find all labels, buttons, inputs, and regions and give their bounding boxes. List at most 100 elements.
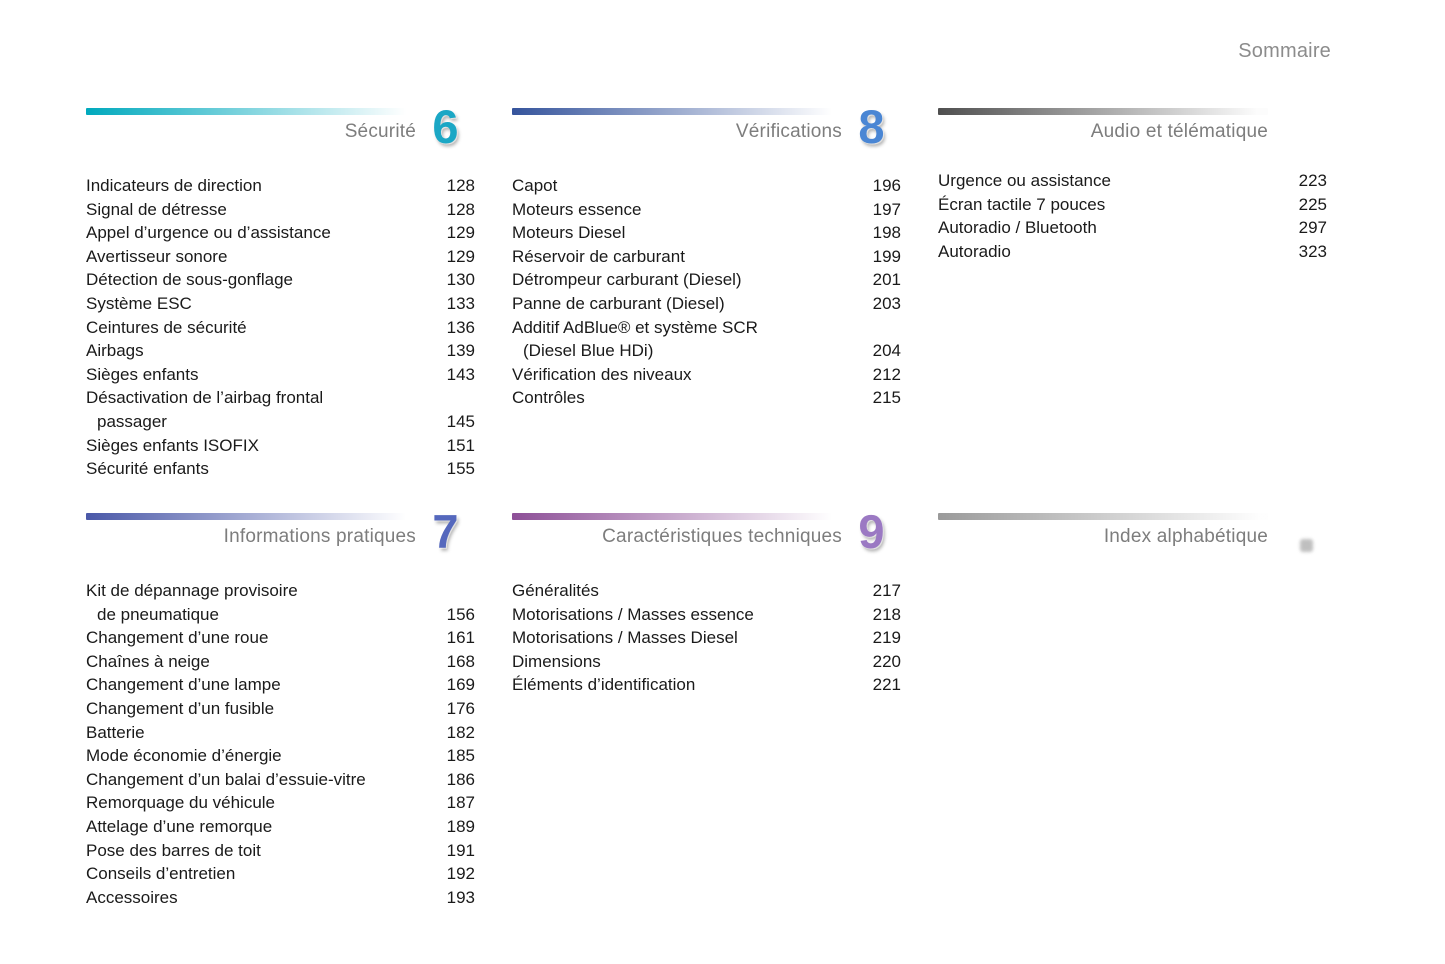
toc-entry-page-number: 215 <box>872 388 901 408</box>
toc-entry-page-number: 130 <box>446 270 475 290</box>
toc-entry-page-number: 129 <box>446 223 475 243</box>
toc-entry-page-number: 139 <box>446 341 475 361</box>
toc-entry: Contrôles 215 <box>512 386 901 410</box>
toc-entry: Remorquage du véhicule 187 <box>86 791 475 815</box>
toc-entry-label: Airbags <box>86 341 144 361</box>
toc-entry-label: Pose des barres de toit <box>86 840 261 860</box>
toc-entry-page-number: 145 <box>446 411 475 431</box>
section-title: Vérifications <box>735 121 842 142</box>
toc-entry: Ceintures de sécurité 136 <box>86 316 475 340</box>
toc-entry-label: Moteurs essence <box>512 199 642 219</box>
toc-entry-page-number: 203 <box>872 293 901 313</box>
toc-entry: Mode économie d’énergie 185 <box>86 744 475 768</box>
toc-entry: Motorisations / Masses essence 218 <box>512 603 901 627</box>
toc-entry-label: Motorisations / Masses Diesel <box>512 628 738 648</box>
toc-entry-label: Conseils d’entretien <box>86 864 236 884</box>
index-page-marker-dot <box>1300 539 1313 552</box>
toc-entry-page-number: 169 <box>446 675 475 695</box>
toc-entry-page-number: 176 <box>446 698 475 718</box>
toc-entry-page-number: 129 <box>446 246 475 266</box>
toc-entry-label: Additif AdBlue® et système SCR (Diesel Bl… <box>512 317 758 361</box>
toc-entry-label: Indicateurs de direction <box>86 176 262 195</box>
section-informations-pratiques: Informations pratiques 7 Kit de dépannag… <box>86 508 475 910</box>
toc-entry-page-number: 182 <box>446 722 475 742</box>
toc-entry: Réservoir de carburant 199 <box>512 245 901 269</box>
section-entries: Généralités 217 Motorisations / Masses ess… <box>512 579 901 697</box>
toc-entry-page-number: 219 <box>872 628 901 648</box>
section-gradient-bar <box>86 513 416 520</box>
toc-entry: Sécurité enfants 155 <box>86 457 475 481</box>
section-gradient-bar <box>512 108 842 115</box>
toc-entry: Appel d’urgence ou d’assistance 129 <box>86 221 475 245</box>
toc-entry: Batterie 182 <box>86 721 475 745</box>
toc-entry: Changement d’un fusible 176 <box>86 697 475 721</box>
toc-entry-label: Motorisations / Masses essence <box>512 604 754 624</box>
toc-entry-page-number: 151 <box>446 435 475 455</box>
toc-entry-page-number: 197 <box>872 199 901 219</box>
toc-entry-page-number: 133 <box>446 293 475 313</box>
toc-entry-label: Désactivation de l’airbag frontal passage… <box>86 388 324 431</box>
toc-entry-label: Kit de dépannage provisoire de pneumatiqu… <box>86 581 298 624</box>
toc-entry: Airbags 139 <box>86 339 475 363</box>
toc-entry-label: Autoradio / Bluetooth <box>938 218 1097 238</box>
toc-entry-label: Réservoir de carburant <box>512 246 685 266</box>
toc-entry: Additif AdBlue® et système SCR (Diesel Bl… <box>512 316 901 363</box>
toc-entry-label: Batterie <box>86 722 145 742</box>
toc-entry-label: Détrompeur carburant (Diesel) <box>512 270 742 290</box>
toc-entry-page-number: 201 <box>872 270 901 290</box>
section-title: Informations pratiques <box>223 526 416 547</box>
toc-entry-page-number: 189 <box>446 816 475 836</box>
toc-entry-page-number: 185 <box>446 746 475 766</box>
toc-grid: Sécurité 6 Indicateurs de direction 128 Si… <box>86 100 1327 910</box>
toc-entry-page-number: 212 <box>872 364 901 384</box>
toc-entry-page-number: 218 <box>872 604 901 624</box>
section-gradient-bar <box>512 513 842 520</box>
toc-entry-page-number: 143 <box>446 364 475 384</box>
toc-entry: Généralités 217 <box>512 579 901 603</box>
toc-entry: Autoradio 323 <box>938 240 1327 264</box>
toc-entry: Motorisations / Masses Diesel 219 <box>512 626 901 650</box>
toc-entry: Urgence ou assistance 223 <box>938 169 1327 193</box>
toc-entry-label: Autoradio <box>938 241 1011 261</box>
toc-entry-label: Accessoires <box>86 887 178 907</box>
toc-entry: Indicateurs de direction 128 <box>86 174 475 198</box>
section-audio-telematique: Audio et télématique Urgence ou assistan… <box>938 108 1327 513</box>
toc-entry: Kit de dépannage provisoire de pneumatiqu… <box>86 579 475 626</box>
toc-entry-label: Moteurs Diesel <box>512 223 626 243</box>
toc-entry-label: Système ESC <box>86 293 192 313</box>
section-number: 6 <box>432 100 459 153</box>
toc-entry-page-number: 136 <box>446 317 475 337</box>
toc-entry: Signal de détresse 128 <box>86 198 475 222</box>
toc-entry: Accessoires 193 <box>86 886 475 910</box>
toc-entry-label: Changement d’une roue <box>86 628 269 648</box>
toc-entry-label: Généralités <box>512 581 599 600</box>
toc-entry-label: Capot <box>512 176 558 195</box>
toc-entry-label: Écran tactile 7 pouces <box>938 194 1106 214</box>
toc-entry: Moteurs essence 197 <box>512 198 901 222</box>
toc-entry: Changement d’une roue 161 <box>86 626 475 650</box>
section-caracteristiques-techniques: Caractéristiques techniques 9 Généralité… <box>512 505 901 909</box>
section-title: Index alphabétique <box>1103 526 1268 547</box>
toc-entry-label: Avertisseur sonore <box>86 246 228 266</box>
section-title: Caractéristiques techniques <box>602 526 842 547</box>
toc-entry-label: Changement d’un balai d’essuie-vitre <box>86 769 366 789</box>
toc-entry: Moteurs Diesel 198 <box>512 221 901 245</box>
toc-entry: Changement d’un balai d’essuie-vitre 186 <box>86 768 475 792</box>
toc-entry-page-number: 128 <box>446 176 475 195</box>
toc-entry-label: Sièges enfants ISOFIX <box>86 435 259 455</box>
toc-entry-label: Détection de sous-gonflage <box>86 270 293 290</box>
toc-entry-page-number: 156 <box>446 604 475 624</box>
section-entries: Urgence ou assistance 223 Écran tactile 7 … <box>938 169 1327 263</box>
toc-entry-label: Mode économie d’énergie <box>86 746 282 766</box>
toc-entry: Conseils d’entretien 192 <box>86 862 475 886</box>
toc-entry-label: Éléments d’identification <box>512 675 696 695</box>
toc-entry: Vérification des niveaux 212 <box>512 363 901 387</box>
section-number: 9 <box>858 505 885 558</box>
toc-entry-page-number: 221 <box>872 675 901 695</box>
toc-entry: Détection de sous-gonflage 130 <box>86 268 475 292</box>
section-gradient-bar <box>938 513 1268 520</box>
section-gradient-bar <box>86 108 416 115</box>
toc-entry-page-number: 128 <box>446 199 475 219</box>
toc-entry-label: Urgence ou assistance <box>938 171 1111 190</box>
section-index-alphabetique: Index alphabétique <box>938 513 1327 909</box>
